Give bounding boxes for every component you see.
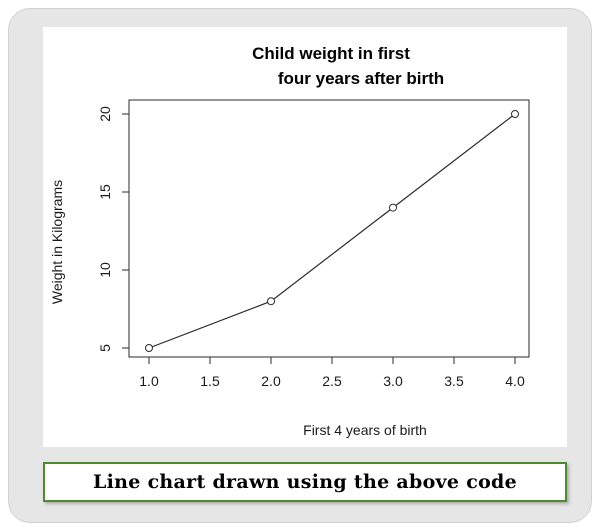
y-axis-title: Weight in Kilograms xyxy=(49,180,65,304)
x-tick-label: 3.0 xyxy=(383,373,403,389)
data-point xyxy=(267,297,275,306)
data-point xyxy=(145,344,153,352)
plot-card: Child weight in first four years after b… xyxy=(43,27,567,447)
data-point xyxy=(389,203,397,212)
chart-title-line-2: four years after birth xyxy=(278,69,444,88)
x-tick-label: 3.5 xyxy=(444,373,464,389)
series-line xyxy=(145,110,519,352)
data-point xyxy=(511,110,519,118)
plot-box xyxy=(128,99,530,358)
x-axis-title: First 4 years of birth xyxy=(303,422,427,438)
caption-box: Line chart drawn using the above code xyxy=(43,462,567,502)
x-tick-label: 2.0 xyxy=(261,373,281,389)
caption-text: Line chart drawn using the above code xyxy=(92,471,518,493)
y-tick-label: 15 xyxy=(97,184,113,200)
y-axis: 5 10 15 20 xyxy=(97,106,129,352)
y-tick-label: 20 xyxy=(97,106,113,122)
y-tick-label: 5 xyxy=(97,344,113,352)
chart-title-line-1: Child weight in first xyxy=(252,44,410,63)
x-axis: 1.0 1.5 2.0 2.5 3.0 3.5 4.0 xyxy=(139,357,525,389)
series-polyline xyxy=(148,113,516,349)
x-tick-label: 2.5 xyxy=(322,373,342,389)
y-tick-label: 10 xyxy=(97,262,113,278)
x-tick-label: 1.0 xyxy=(139,373,159,389)
line-chart: Child weight in first four years after b… xyxy=(49,44,530,438)
image-frame: Child weight in first four years after b… xyxy=(8,8,592,523)
x-tick-label: 1.5 xyxy=(200,373,220,389)
x-tick-label: 4.0 xyxy=(505,373,525,389)
